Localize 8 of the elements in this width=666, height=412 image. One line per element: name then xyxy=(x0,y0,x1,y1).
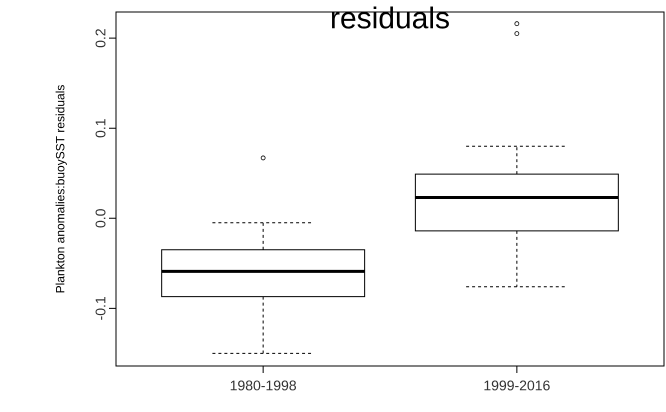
y-axis-title: Plankton anomalies:buoySST residuals xyxy=(56,85,67,292)
y-tick-label: 0.1 xyxy=(96,119,106,138)
x-tick-label: 1999-2016 xyxy=(484,380,550,390)
y-tick-label: 0.2 xyxy=(96,29,106,48)
x-tick-label: 1980-1998 xyxy=(230,380,296,390)
y-tick-label: -0.1 xyxy=(96,296,106,320)
y-tick-label: 0.0 xyxy=(96,209,106,228)
chart-title: residuals xyxy=(332,6,449,29)
